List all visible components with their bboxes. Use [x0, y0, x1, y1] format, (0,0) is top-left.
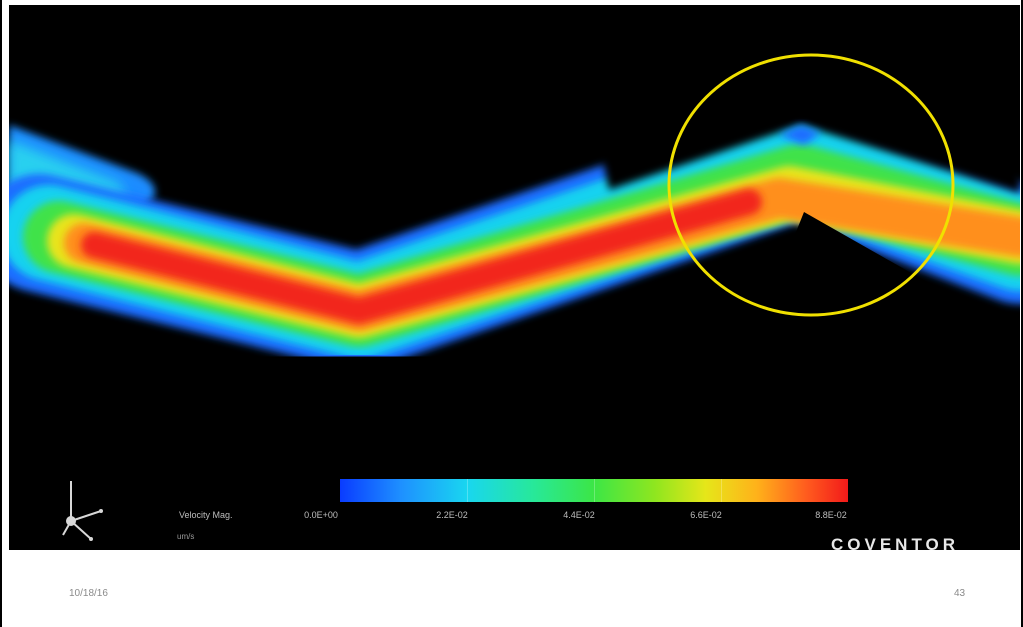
- flow-channel-plot: [9, 5, 1020, 550]
- simulation-figure: Velocity Mag. 0.0E+00 2.2E-02 4.4E-02 6.…: [9, 5, 1020, 550]
- scale-value-4: 8.8E-02: [815, 510, 847, 520]
- channel-red-core: [81, 189, 762, 324]
- scale-tick: [721, 479, 722, 502]
- channel-inner-corner: [669, 212, 1020, 550]
- scale-value-3: 6.6E-02: [690, 510, 722, 520]
- legend: Velocity Mag. 0.0E+00 2.2E-02 4.4E-02 6.…: [9, 5, 1020, 550]
- slide-page-number: 43: [954, 588, 966, 599]
- highlight-circle: [667, 53, 955, 317]
- brand-logo-text: COVENTOR: [831, 535, 960, 550]
- channel-apex-edge: [779, 125, 821, 145]
- axis-triad-icon: [62, 481, 103, 541]
- velocity-color-scale: [340, 479, 848, 502]
- scale-value-2: 4.4E-02: [563, 510, 595, 520]
- legend-label: Velocity Mag.: [179, 510, 233, 520]
- slide-date: 10/18/16: [69, 588, 108, 599]
- scale-tick: [594, 479, 595, 502]
- scale-tick: [467, 479, 468, 502]
- unit-label: um/s: [177, 532, 195, 541]
- scale-value-1: 2.2E-02: [436, 510, 468, 520]
- scale-value-0: 0.0E+00: [304, 510, 338, 520]
- channel-apex-mask: [569, 5, 1020, 193]
